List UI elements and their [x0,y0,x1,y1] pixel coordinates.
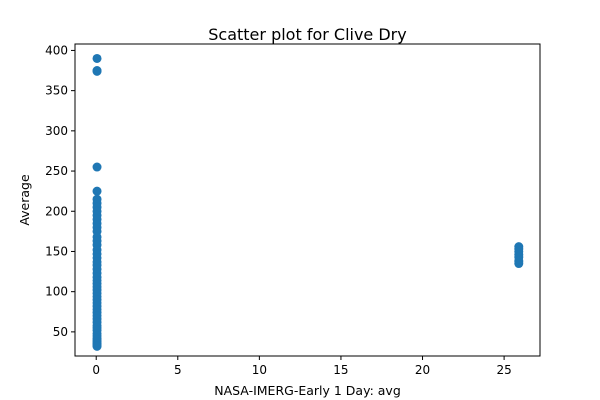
x-tick-label: 0 [92,363,100,377]
x-tick-label: 5 [174,363,182,377]
y-axis-label: Average [17,174,32,226]
data-point [92,186,102,196]
y-tick-label: 100 [45,285,68,299]
chart-title: Scatter plot for Clive Dry [208,25,406,44]
x-tick-label: 25 [496,363,511,377]
plot-frame [74,43,541,357]
x-axis: 0 5 10 15 20 25 [92,356,512,377]
y-tick-label: 50 [53,325,68,339]
x-tick-label: 15 [333,363,348,377]
data-point [514,259,524,269]
data-points [92,53,524,351]
data-point [92,341,102,351]
y-tick-label: 150 [45,244,68,258]
y-tick-label: 400 [45,43,68,57]
y-tick-label: 350 [45,84,68,98]
y-tick-label: 250 [45,164,68,178]
x-tick-label: 20 [415,363,430,377]
data-point [92,66,102,76]
x-axis-label: NASA-IMERG-Early 1 Day: avg [214,383,401,398]
data-point [92,162,102,172]
y-tick-label: 300 [45,124,68,138]
data-point [92,53,102,63]
x-tick-label: 10 [252,363,267,377]
y-tick-label: 200 [45,204,68,218]
y-axis: 50 100 150 200 250 300 350 400 [45,43,75,339]
